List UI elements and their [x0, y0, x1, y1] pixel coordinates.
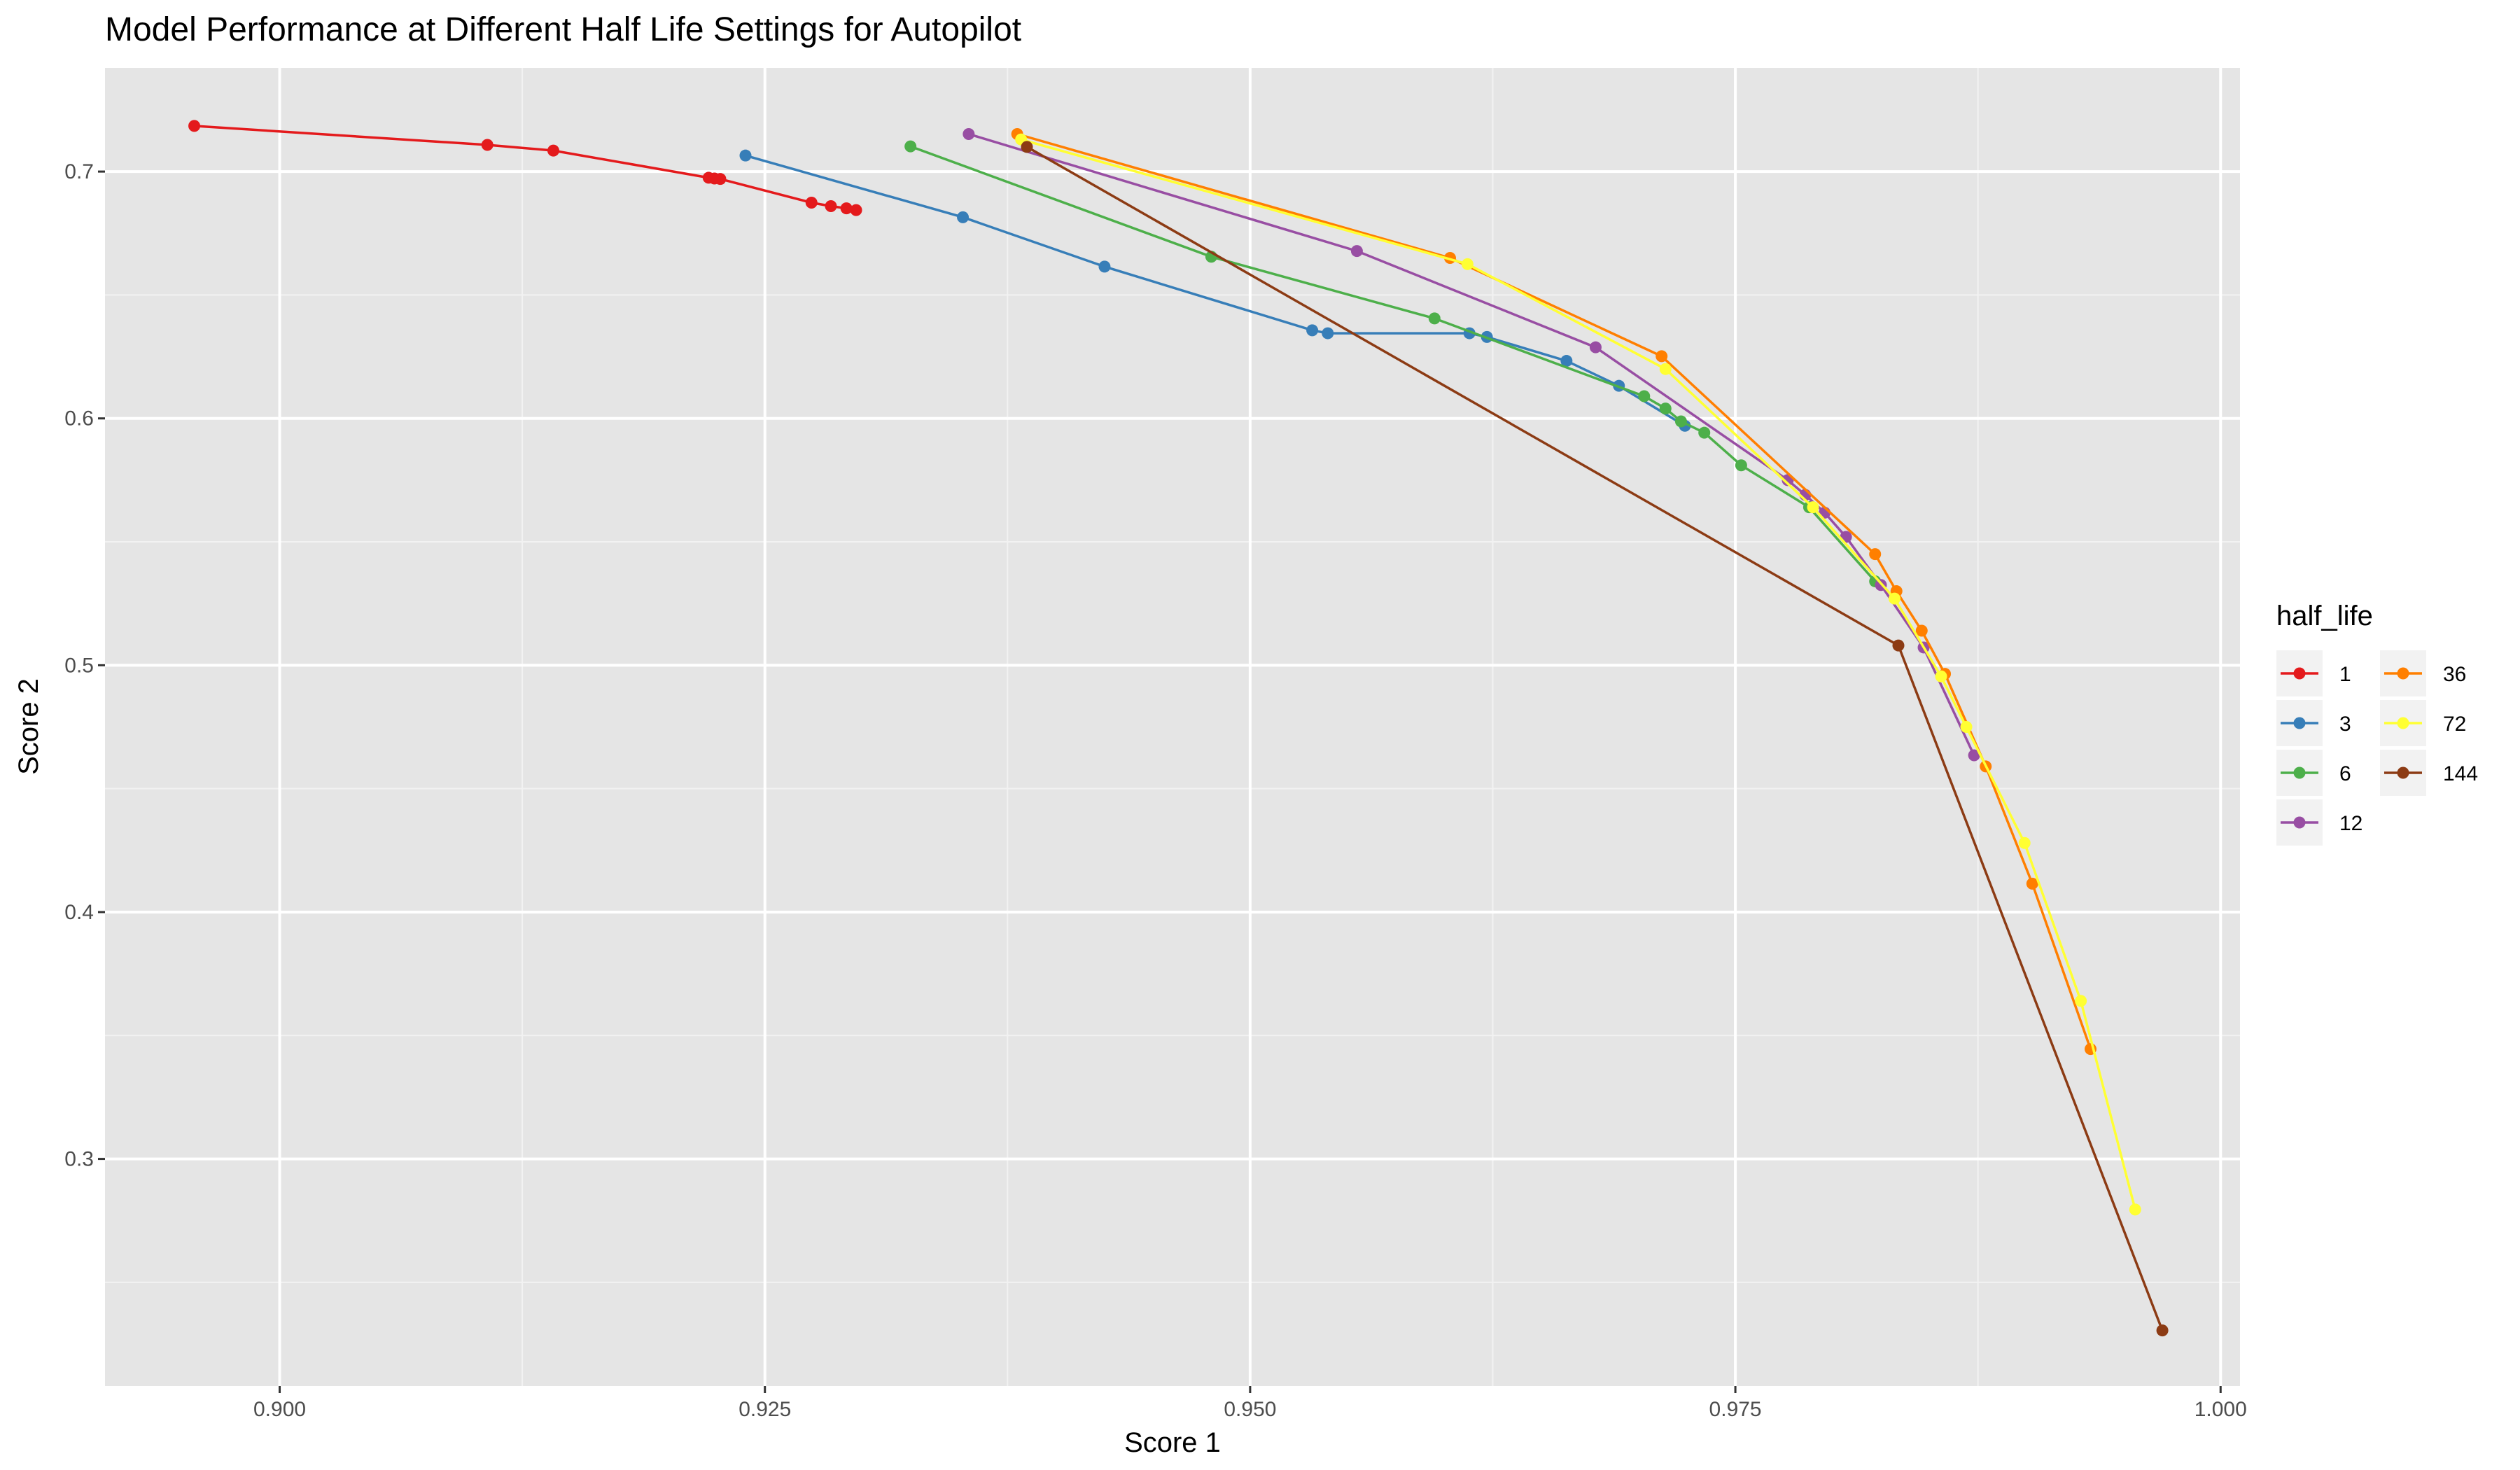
- legend-item: 3: [2276, 700, 2351, 746]
- data-point: [2075, 995, 2087, 1007]
- legend-label: 12: [2339, 812, 2362, 835]
- y-tick-label: 0.3: [64, 1148, 94, 1171]
- x-tick-label: 0.925: [738, 1398, 791, 1421]
- data-point: [481, 139, 493, 151]
- x-axis-title: Score 1: [1124, 1427, 1221, 1458]
- data-point: [1888, 592, 1900, 605]
- series-line: [745, 154, 1686, 427]
- y-axis-title: Score 2: [13, 678, 44, 775]
- series-72: [1015, 133, 2141, 1216]
- series-36: [1011, 128, 2096, 1056]
- data-point: [1098, 260, 1111, 273]
- legend-item: 1: [2276, 650, 2351, 696]
- data-point: [1322, 327, 1334, 340]
- data-point: [188, 120, 201, 132]
- x-tick-label: 0.975: [1709, 1398, 1762, 1421]
- legend-label: 144: [2443, 762, 2478, 785]
- y-tick-label: 0.5: [64, 654, 94, 677]
- legend-item: 72: [2380, 700, 2466, 746]
- data-point: [1807, 501, 1819, 514]
- series-line: [1021, 138, 2136, 1210]
- data-point: [1638, 390, 1651, 402]
- data-point: [1560, 355, 1573, 368]
- data-point: [1674, 415, 1687, 428]
- data-point: [1350, 245, 1363, 258]
- y-tick-label: 0.7: [64, 160, 94, 183]
- legend-label: 6: [2339, 762, 2351, 785]
- legend-key-point: [2293, 667, 2306, 680]
- x-tick-label: 0.900: [253, 1398, 306, 1421]
- data-point: [850, 204, 862, 216]
- data-point: [2156, 1324, 2169, 1337]
- data-point: [1735, 459, 1747, 472]
- data-point: [962, 128, 975, 141]
- data-point: [714, 173, 727, 186]
- chart-title: Model Performance at Different Half Life…: [105, 11, 1021, 48]
- data-point: [1960, 721, 1973, 733]
- data-point: [1659, 363, 1672, 375]
- legend-label: 72: [2443, 713, 2466, 736]
- series-3: [739, 149, 1691, 432]
- data-point: [840, 202, 853, 215]
- legend-label: 1: [2339, 663, 2351, 686]
- data-point: [1428, 312, 1441, 325]
- data-point: [1915, 624, 1928, 637]
- legend-key-point: [2397, 766, 2409, 779]
- legend-item: 144: [2380, 750, 2478, 796]
- data-point: [1021, 141, 1033, 153]
- y-axis: 0.3 0.4 0.5 0.6 0.7: [64, 160, 105, 1171]
- data-point: [957, 211, 969, 223]
- data-point: [547, 144, 559, 157]
- legend-key-point: [2397, 717, 2409, 729]
- data-point: [1892, 639, 1905, 652]
- data-point: [1461, 258, 1474, 270]
- legend-item: 36: [2380, 650, 2466, 696]
- data-point: [805, 197, 818, 209]
- data-point: [1869, 548, 1882, 561]
- legend-key-point: [2293, 766, 2306, 779]
- legend-key-point: [2397, 667, 2409, 680]
- data-point: [1935, 670, 1947, 682]
- y-tick-label: 0.4: [64, 901, 94, 924]
- legend-label: 3: [2339, 713, 2351, 736]
- data-point: [2018, 836, 2031, 849]
- legend-title: half_life: [2276, 601, 2373, 631]
- data-point: [904, 140, 917, 153]
- legend-item: 6: [2276, 750, 2351, 796]
- series-144: [1021, 141, 2169, 1337]
- legend-key-point: [2293, 717, 2306, 729]
- data-point: [1656, 350, 1668, 363]
- grid: [105, 68, 2240, 1386]
- data-point: [1698, 426, 1711, 439]
- legend-item: 12: [2276, 799, 2362, 846]
- legend-key-point: [2293, 816, 2306, 829]
- legend-label: 36: [2443, 663, 2466, 686]
- series-1: [188, 120, 862, 216]
- data-point: [1659, 402, 1672, 415]
- series-line: [910, 145, 1877, 582]
- data-point: [2129, 1203, 2141, 1216]
- data-point: [739, 149, 752, 162]
- data-point: [1968, 749, 1980, 762]
- data-point: [1306, 324, 1319, 337]
- series-layer: [188, 120, 2169, 1337]
- data-point: [2026, 877, 2038, 890]
- data-point: [825, 200, 837, 212]
- x-axis: 0.900 0.925 0.950 0.975 1.000: [253, 1386, 2247, 1421]
- x-tick-label: 1.000: [2194, 1398, 2247, 1421]
- series-line: [1016, 132, 2092, 1050]
- data-point: [1589, 341, 1602, 354]
- y-tick-label: 0.6: [64, 407, 94, 430]
- plot-panel: [105, 68, 2240, 1386]
- x-tick-label: 0.950: [1224, 1398, 1276, 1421]
